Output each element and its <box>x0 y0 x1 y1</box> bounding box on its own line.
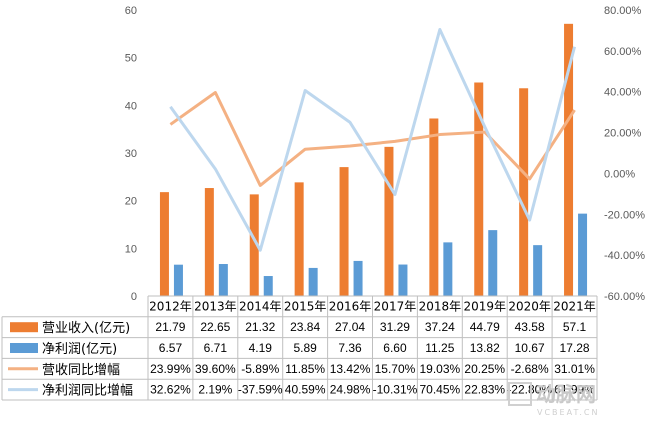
bar-net-profit <box>263 276 273 296</box>
y-left-tick-label: 20 <box>125 196 137 208</box>
data-label: 11.25 <box>425 341 454 355</box>
x-tick-label: 2019年 <box>463 299 506 313</box>
x-tick-label: 2013年 <box>194 299 237 313</box>
data-label: 13.42% <box>330 362 371 376</box>
legend-label: 营业收入(亿元) <box>42 321 130 336</box>
data-label: 32.62% <box>150 383 191 397</box>
data-label: 21.32 <box>245 320 275 334</box>
y-left-tick-label: 10 <box>125 243 137 255</box>
legend-label: 净利润(亿元) <box>42 342 117 357</box>
x-tick-label: 2018年 <box>419 299 462 313</box>
data-label: 70.45% <box>419 383 460 397</box>
bar-net-profit <box>443 242 453 296</box>
bar-net-profit <box>488 230 498 296</box>
y-right-tick-label: 40.00% <box>604 87 642 99</box>
data-label: 20.25% <box>464 362 505 376</box>
data-label: 23.99% <box>150 362 191 376</box>
y-left-tick-label: 50 <box>125 53 137 65</box>
data-label: 44.79 <box>470 320 500 334</box>
data-label: 4.19 <box>249 341 273 355</box>
x-tick-label: 2015年 <box>284 299 327 313</box>
bar-revenue <box>249 194 259 296</box>
data-label: 5.89 <box>293 341 317 355</box>
data-label: 39.60% <box>195 362 236 376</box>
data-label: -37.59% <box>238 383 283 397</box>
bar-revenue <box>159 192 169 296</box>
legend-label: 净利润同比增幅 <box>42 384 133 399</box>
data-label: 6.71 <box>204 341 228 355</box>
legend-label: 营收同比增幅 <box>42 363 120 378</box>
bar-revenue <box>294 182 304 296</box>
x-tick-label: 2016年 <box>329 299 372 313</box>
data-label: 37.24 <box>425 320 455 334</box>
bar-revenue <box>474 82 484 296</box>
bar-revenue <box>564 23 574 296</box>
legend-key <box>10 343 38 353</box>
bar-net-profit <box>578 213 588 296</box>
x-tick-label: 2014年 <box>239 299 282 313</box>
bar-net-profit <box>533 245 543 296</box>
y-right-tick-label: -20.00% <box>604 209 645 221</box>
data-label: 11.85% <box>285 362 325 376</box>
data-label: 24.98% <box>330 383 371 397</box>
bar-net-profit <box>308 267 318 296</box>
data-label: 6.57 <box>159 341 183 355</box>
line-revenue-growth <box>169 91 576 187</box>
data-label: 10.67 <box>515 341 545 355</box>
data-label: 13.82 <box>470 341 500 355</box>
y-left-tick-label: 0 <box>131 291 137 303</box>
data-label: -2.68% <box>511 362 549 376</box>
y-left-tick-label: 30 <box>125 148 137 160</box>
watermark-subtext: VCBEAT.CN <box>537 408 600 417</box>
y-right-tick-label: -60.00% <box>604 291 645 303</box>
data-label: 57.1 <box>563 320 587 334</box>
bar-revenue <box>204 188 214 296</box>
x-tick-label: 2017年 <box>374 299 417 313</box>
data-label: 31.29 <box>380 320 410 334</box>
watermark-logo <box>508 382 532 406</box>
bar-revenue <box>519 88 529 296</box>
bar-net-profit <box>353 260 363 296</box>
bar-net-profit <box>398 264 408 296</box>
data-label: 21.79 <box>155 320 185 334</box>
bar-revenue <box>384 146 394 296</box>
data-label: 31.01% <box>554 362 595 376</box>
data-label: 40.59% <box>285 383 326 397</box>
data-label: 23.84 <box>290 320 320 334</box>
data-label: 7.36 <box>338 341 362 355</box>
data-label: 27.04 <box>335 320 365 334</box>
line-profit-growth <box>169 28 577 252</box>
data-label: 19.03% <box>419 362 460 376</box>
bar-revenue <box>339 167 349 296</box>
data-label: 2.19% <box>198 383 232 397</box>
data-label: 22.83% <box>464 383 505 397</box>
y-right-tick-label: 0.00% <box>604 168 635 180</box>
data-label: 43.58 <box>515 320 545 334</box>
data-label: -5.89% <box>241 362 279 376</box>
y-right-tick-label: 20.00% <box>604 128 642 140</box>
y-right-tick-label: -40.00% <box>604 250 645 262</box>
data-label: -22.80% <box>507 383 552 397</box>
x-tick-label: 2021年 <box>553 299 596 313</box>
data-label: -10.31% <box>373 383 418 397</box>
bar-net-profit <box>218 264 228 296</box>
y-left-tick-label: 60 <box>125 5 137 17</box>
bar-net-profit <box>173 264 183 296</box>
y-left-tick-label: 40 <box>125 100 137 112</box>
data-label: 15.70% <box>375 362 416 376</box>
data-label: 22.65 <box>200 320 230 334</box>
data-label: 6.60 <box>383 341 407 355</box>
y-right-tick-label: 60.00% <box>604 46 642 58</box>
data-label: 61.99% <box>554 383 595 397</box>
x-tick-label: 2012年 <box>149 299 192 313</box>
watermark-text: 动脉网 <box>536 382 596 406</box>
x-tick-label: 2020年 <box>508 299 551 313</box>
y-right-tick-label: 80.00% <box>604 5 642 17</box>
data-label: 17.28 <box>560 341 590 355</box>
legend-key <box>10 322 38 333</box>
bar-revenue <box>429 118 439 296</box>
